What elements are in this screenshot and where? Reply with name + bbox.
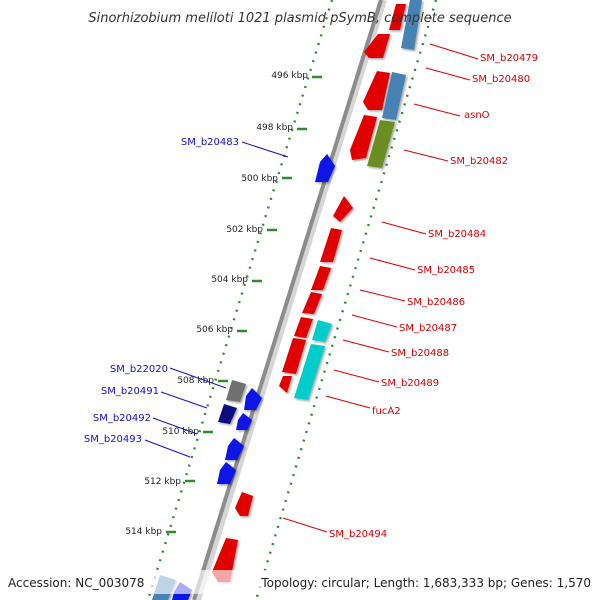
cds-arrow[interactable]	[367, 120, 395, 168]
cds-arrow[interactable]	[389, 4, 406, 30]
reverse-callouts: SM_b20483 SM_b22020 SM_b20491 SM_b20492 …	[84, 137, 289, 458]
forward-callouts: SM_b20479 SM_b20480 asnO SM_b20482 SM_b2…	[282, 43, 538, 540]
cds-arrow[interactable]	[294, 317, 313, 338]
inner-dotted-ring	[146, 0, 334, 600]
cds-arrow[interactable]	[294, 344, 325, 400]
topology-summary: Topology: circular; Length: 1,683,333 bp…	[260, 576, 591, 590]
gene-label-sm-b20489[interactable]: SM_b20489	[381, 378, 439, 389]
cds-arrow[interactable]	[320, 228, 342, 262]
gene-label-sm-b20485[interactable]: SM_b20485	[417, 265, 475, 276]
backbone-shadow	[195, 0, 387, 600]
gene-label-sm-b22020[interactable]: SM_b22020	[110, 364, 168, 375]
tick-label-502: 502 kbp	[226, 225, 263, 235]
cds-arrow[interactable]	[315, 154, 335, 182]
callout-line	[369, 257, 416, 271]
footer-backdrop	[0, 570, 600, 594]
tick-label-508: 508 kbp	[177, 376, 214, 386]
callout-line	[359, 289, 406, 302]
forward-strand-features	[212, 0, 422, 582]
cds-arrow[interactable]	[244, 388, 262, 410]
tick-label-506: 506 kbp	[196, 325, 233, 335]
gene-label-sm-b20491[interactable]: SM_b20491	[101, 386, 159, 397]
gene-label-sm-b20482[interactable]: SM_b20482	[450, 156, 508, 167]
callout-line	[325, 395, 371, 409]
callout-line	[429, 43, 479, 60]
outer-dotted-ring	[254, 0, 438, 600]
callout-line	[169, 367, 227, 389]
callout-line	[351, 314, 398, 328]
callout-line	[425, 67, 471, 81]
callout-line	[241, 141, 289, 158]
gene-label-sm-b20479[interactable]: SM_b20479	[480, 53, 538, 64]
gene-label-sm-b20488[interactable]: SM_b20488	[391, 348, 449, 359]
reverse-strand-features	[152, 154, 335, 600]
cds-arrow[interactable]	[350, 115, 377, 160]
cds-arrow[interactable]	[217, 462, 236, 484]
callout-line	[152, 417, 198, 435]
tick-label-510: 510 kbp	[162, 427, 199, 437]
tick-label-500: 500 kbp	[241, 174, 278, 184]
tick-label-496: 496 kbp	[271, 71, 308, 81]
callout-line	[342, 339, 390, 353]
callout-line	[144, 439, 191, 458]
gene-label-sm-b20484[interactable]: SM_b20484	[428, 229, 486, 240]
backbone-line	[192, 0, 383, 600]
cds-arrow[interactable]	[236, 413, 252, 430]
cds-arrow[interactable]	[302, 292, 322, 314]
cds-arrow[interactable]	[218, 404, 237, 424]
cds-arrow[interactable]	[312, 320, 332, 342]
callout-line	[403, 149, 449, 162]
cds-arrow[interactable]	[225, 438, 244, 460]
callout-line	[413, 103, 461, 117]
cds-arrow[interactable]	[363, 71, 390, 110]
tick-label-512: 512 kbp	[144, 477, 181, 487]
gene-label-sm-b20492[interactable]: SM_b20492	[93, 413, 151, 424]
cds-arrow[interactable]	[235, 492, 253, 516]
gene-label-sm-b20486[interactable]: SM_b20486	[407, 297, 465, 308]
callout-line	[160, 391, 208, 409]
gene-label-sm-b20494[interactable]: SM_b20494	[329, 529, 387, 540]
cds-arrow[interactable]	[382, 72, 406, 120]
callout-line	[282, 517, 328, 533]
cds-arrow[interactable]	[401, 0, 422, 50]
gene-label-sm-b20493[interactable]: SM_b20493	[84, 434, 142, 445]
tick-group: 496 kbp 498 kbp 500 kbp 502 kbp 504 kbp …	[125, 71, 322, 537]
cds-arrow[interactable]	[279, 376, 292, 393]
cds-arrow[interactable]	[311, 266, 331, 290]
cds-arrow[interactable]	[282, 338, 306, 374]
gene-label-sm-b20480[interactable]: SM_b20480	[472, 74, 530, 85]
accession-text: Accession: NC_003078	[8, 576, 144, 590]
callout-line	[333, 369, 380, 383]
map-title: Sinorhizobium meliloti 1021 plasmid pSym…	[88, 11, 511, 26]
tick-label-504: 504 kbp	[211, 275, 248, 285]
cds-arrow[interactable]	[364, 34, 390, 58]
tick-label-514: 514 kbp	[125, 527, 162, 537]
callout-line	[381, 221, 427, 235]
cds-arrow[interactable]	[226, 380, 246, 402]
tick-label-498: 498 kbp	[256, 123, 293, 133]
gene-label-fuca2[interactable]: fucA2	[372, 406, 401, 417]
gene-label-asno[interactable]: asnO	[464, 110, 490, 121]
gene-label-sm-b20487[interactable]: SM_b20487	[399, 323, 457, 334]
gene-label-sm-b20483[interactable]: SM_b20483	[181, 137, 239, 148]
cds-arrow[interactable]	[333, 196, 353, 222]
